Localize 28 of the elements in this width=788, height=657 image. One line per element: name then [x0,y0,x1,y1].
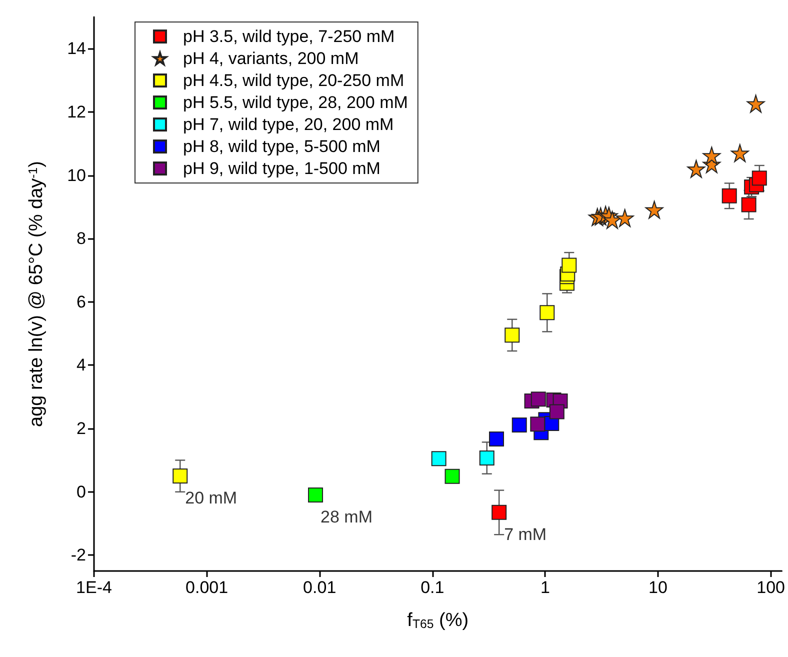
y-tick-label: 8 [76,229,86,248]
y-tick-label: 14 [67,39,86,58]
x-tick-label: 1 [540,578,550,597]
x-tick-label: 1E-4 [76,578,112,597]
x-tick-label: 10 [648,578,668,597]
x-axis-title: fT65 (%) [407,610,469,631]
x-tick-label: 100 [756,578,786,597]
y-axis-title: agg rate ln(v) @ 65°C (% day-1) [26,161,47,427]
y-tick-label: 12 [67,102,86,122]
y-tick-label: 4 [76,356,86,375]
x-tick-label: 0.001 [186,578,228,597]
annotation: 28 mM [320,508,372,527]
legend-label: pH 9, wild type, 1-500 mM [183,159,380,178]
legend-label: pH 8, wild type, 5-500 mM [183,137,380,156]
x-tick-label: 0.01 [303,578,336,597]
y-tick-label: -2 [70,546,86,565]
legend-label: pH 4.5, wild type, 20-250 mM [183,71,404,90]
legend-label: pH 3.5, wild type, 7-250 mM [183,27,395,46]
x-tick-label: 0.1 [420,578,444,597]
y-tick-label: 10 [67,166,86,185]
y-tick-label: 0 [76,482,86,502]
y-tick-label: 2 [76,419,86,438]
y-tick-label: 6 [76,292,86,312]
legend-label: pH 7, wild type, 20, 200 mM [183,115,394,134]
annotation: 20 mM [185,488,238,508]
annotation: 7 mM [504,524,547,544]
legend-label: pH 5.5, wild type, 28, 200 mM [183,93,408,112]
legend-label: pH 4, variants, 200 mM [183,49,359,68]
